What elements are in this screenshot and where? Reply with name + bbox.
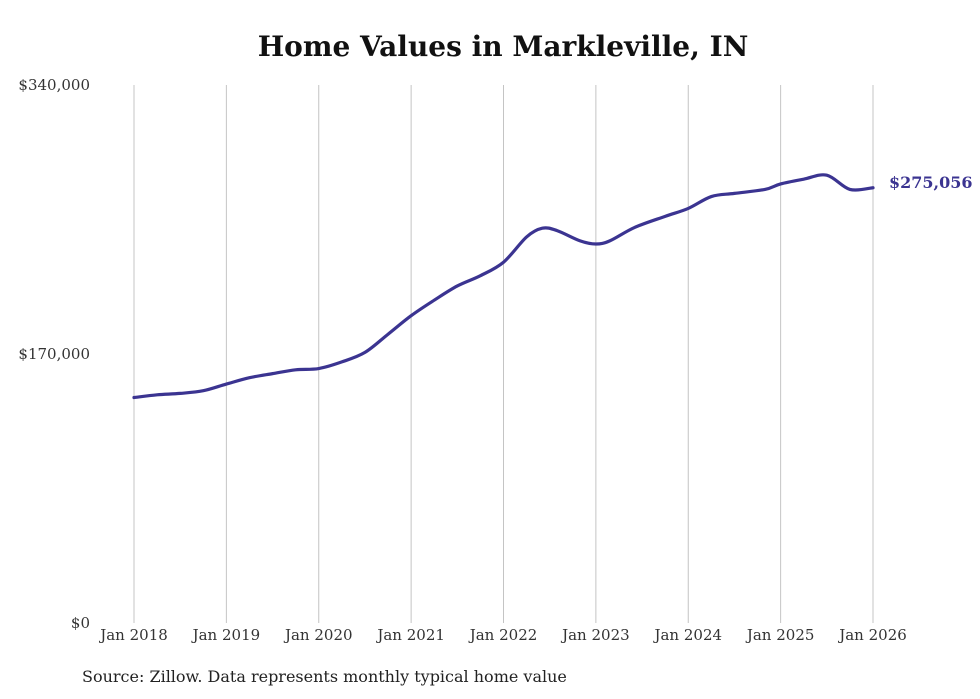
y-tick-label: $340,000 (18, 76, 90, 94)
y-tick-label: $170,000 (18, 345, 90, 363)
x-tick-label: Jan 2022 (468, 626, 538, 644)
y-tick-label: $0 (71, 614, 90, 632)
source-note: Source: Zillow. Data represents monthly … (82, 667, 567, 686)
x-tick-label: Jan 2023 (560, 626, 630, 644)
series-line (132, 173, 875, 400)
x-tick-label: Jan 2020 (283, 626, 353, 644)
grid-lines (133, 85, 874, 623)
y-axis: $0 $170,000 $340,000 (18, 76, 90, 632)
x-tick-label: Jan 2026 (837, 626, 907, 644)
series-layer (132, 173, 875, 400)
x-tick-label: Jan 2024 (652, 626, 722, 644)
end-label-layer: $275,056 (889, 173, 973, 192)
x-tick-label: Jan 2025 (745, 626, 815, 644)
x-tick-label: Jan 2018 (98, 626, 168, 644)
x-tick-label: Jan 2021 (375, 626, 445, 644)
x-tick-label: Jan 2019 (191, 626, 261, 644)
end-value-label: $275,056 (889, 173, 973, 192)
chart-title: Home Values in Markleville, IN (257, 30, 749, 63)
x-axis: Jan 2018 Jan 2019 Jan 2020 Jan 2021 Jan 2022… (98, 626, 907, 644)
